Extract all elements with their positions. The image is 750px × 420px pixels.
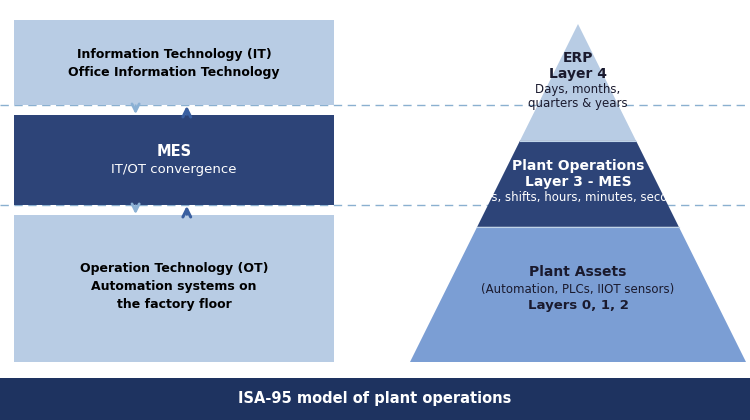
Text: Automation systems on: Automation systems on	[92, 280, 256, 293]
Text: Layer 3 - MES: Layer 3 - MES	[525, 175, 632, 189]
Text: MES: MES	[157, 144, 191, 158]
Text: Operation Technology (OT): Operation Technology (OT)	[80, 262, 268, 275]
Text: Layers 0, 1, 2: Layers 0, 1, 2	[527, 299, 628, 312]
Text: Office Information Technology: Office Information Technology	[68, 66, 280, 79]
Text: Days, months,: Days, months,	[536, 83, 621, 96]
Text: ERP: ERP	[562, 51, 593, 65]
Bar	[14, 215, 334, 362]
Text: Days, shifts, hours, minutes, seconds: Days, shifts, hours, minutes, seconds	[468, 191, 688, 204]
Text: Plant Assets: Plant Assets	[530, 265, 627, 279]
Text: Plant Operations: Plant Operations	[512, 159, 644, 173]
Text: Layer 4: Layer 4	[549, 67, 607, 81]
Bar	[14, 115, 334, 205]
Text: quarters & years: quarters & years	[528, 97, 628, 110]
Polygon shape	[520, 24, 636, 141]
Polygon shape	[410, 227, 746, 362]
Bar	[0, 378, 750, 420]
Text: the factory floor: the factory floor	[117, 298, 231, 311]
Bar	[14, 20, 334, 105]
Text: IT/OT convergence: IT/OT convergence	[111, 163, 237, 176]
Text: ISA-95 model of plant operations: ISA-95 model of plant operations	[238, 391, 512, 407]
Polygon shape	[477, 141, 679, 227]
Text: Information Technology (IT): Information Technology (IT)	[76, 48, 272, 61]
Text: (Automation, PLCs, IIOT sensors): (Automation, PLCs, IIOT sensors)	[482, 283, 675, 296]
